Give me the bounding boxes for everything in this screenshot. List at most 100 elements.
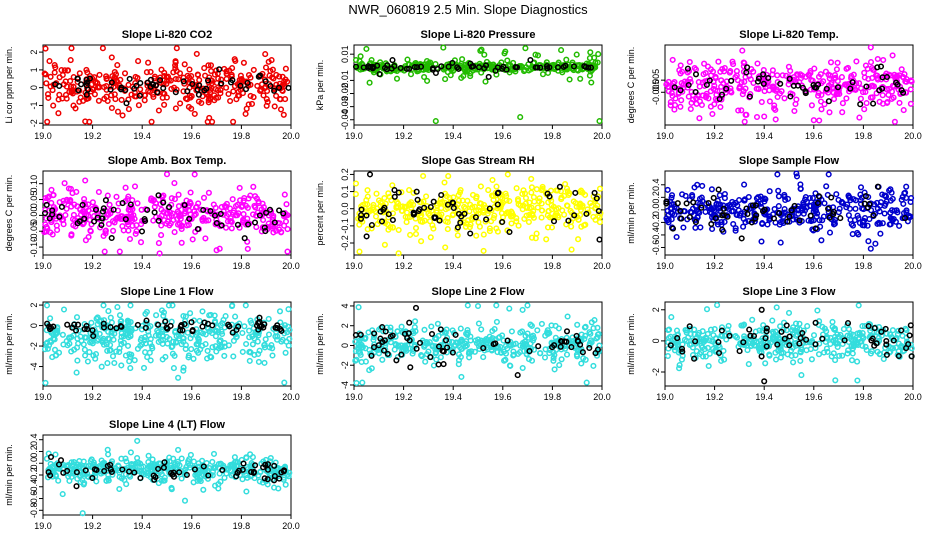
data-point [862, 343, 869, 350]
data-point [857, 101, 864, 108]
data-point [221, 352, 228, 359]
data-point [423, 339, 430, 346]
data-point [823, 345, 830, 352]
y-axis-label: Li cor ppm per min. [4, 46, 14, 123]
data-point [107, 210, 114, 217]
data-point [83, 334, 90, 341]
data-point [665, 327, 672, 334]
data-point [676, 362, 683, 369]
data-point [389, 224, 396, 231]
data-point [721, 68, 728, 75]
y-tick-label: -0.02 [340, 83, 350, 104]
data-point [822, 68, 829, 75]
data-point [555, 205, 562, 212]
data-point [226, 205, 234, 212]
data-point [239, 348, 246, 355]
data-point [778, 328, 785, 335]
data-point [368, 225, 375, 232]
data-point [199, 330, 207, 337]
data-point [774, 171, 781, 178]
data-point [867, 59, 875, 66]
data-point [489, 327, 496, 335]
data-point [839, 352, 846, 359]
y-tick-label: -0.8 [29, 503, 39, 519]
data-point [82, 118, 89, 125]
data-point [264, 98, 271, 106]
data-point [859, 323, 866, 330]
data-point [391, 193, 398, 200]
data-point [512, 64, 519, 71]
data-point [77, 94, 84, 101]
data-point [209, 330, 216, 337]
data-point [759, 220, 766, 228]
data-point [249, 333, 256, 340]
data-point [818, 106, 825, 113]
data-point [775, 203, 782, 210]
data-point [75, 327, 82, 334]
data-point [777, 80, 784, 87]
data-point [772, 116, 779, 123]
data-point [749, 202, 756, 209]
data-point [417, 213, 424, 220]
data-point [180, 78, 187, 85]
data-point [103, 341, 110, 348]
x-tick-label: 19.2 [706, 392, 724, 402]
data-point [739, 47, 746, 54]
data-point [101, 248, 108, 255]
data-point [171, 352, 178, 359]
data-point [769, 317, 776, 324]
data-point [773, 304, 780, 311]
data-point [389, 216, 396, 224]
data-point [46, 58, 53, 65]
data-point [193, 50, 200, 57]
data-point [90, 332, 97, 340]
data-point [455, 361, 462, 368]
y-tick-label: -0.03 [340, 96, 350, 117]
y-axis-label: degrees C per min. [626, 47, 636, 124]
data-point [420, 339, 427, 346]
data-point [402, 203, 409, 210]
data-point [240, 59, 247, 66]
data-point [827, 59, 835, 66]
data-point [526, 348, 533, 355]
data-point [104, 97, 111, 105]
series-2 [671, 63, 907, 108]
data-point [676, 365, 683, 372]
x-tick-label: 19.8 [855, 392, 873, 402]
data-point [472, 214, 479, 221]
data-point [528, 189, 535, 196]
data-point [415, 207, 422, 215]
data-point [55, 349, 63, 356]
data-point [877, 63, 885, 70]
data-point [703, 306, 711, 313]
data-point [407, 202, 414, 209]
data-point [273, 71, 280, 78]
data-point [368, 352, 375, 359]
data-point [277, 326, 284, 333]
data-point [788, 347, 795, 354]
y-tick-label: -0.4 [651, 227, 661, 243]
x-tick-label: 19.0 [656, 392, 674, 402]
data-point [228, 73, 235, 80]
data-point [890, 94, 897, 101]
data-point [178, 225, 185, 233]
data-point [201, 87, 208, 94]
data-point [116, 348, 123, 356]
data-point [699, 328, 706, 335]
data-point [148, 118, 155, 125]
data-point [375, 342, 382, 349]
data-point [571, 212, 578, 219]
data-point [778, 210, 785, 217]
data-point [60, 341, 67, 348]
x-tick-label: 19.0 [345, 261, 363, 271]
data-point [797, 71, 804, 78]
data-point [44, 194, 51, 201]
data-point [507, 362, 514, 369]
data-point [113, 348, 120, 355]
data-point [172, 328, 179, 335]
data-point [370, 344, 378, 351]
data-point [358, 344, 365, 352]
data-point [104, 462, 111, 469]
data-point [480, 354, 487, 361]
data-point [741, 118, 748, 125]
